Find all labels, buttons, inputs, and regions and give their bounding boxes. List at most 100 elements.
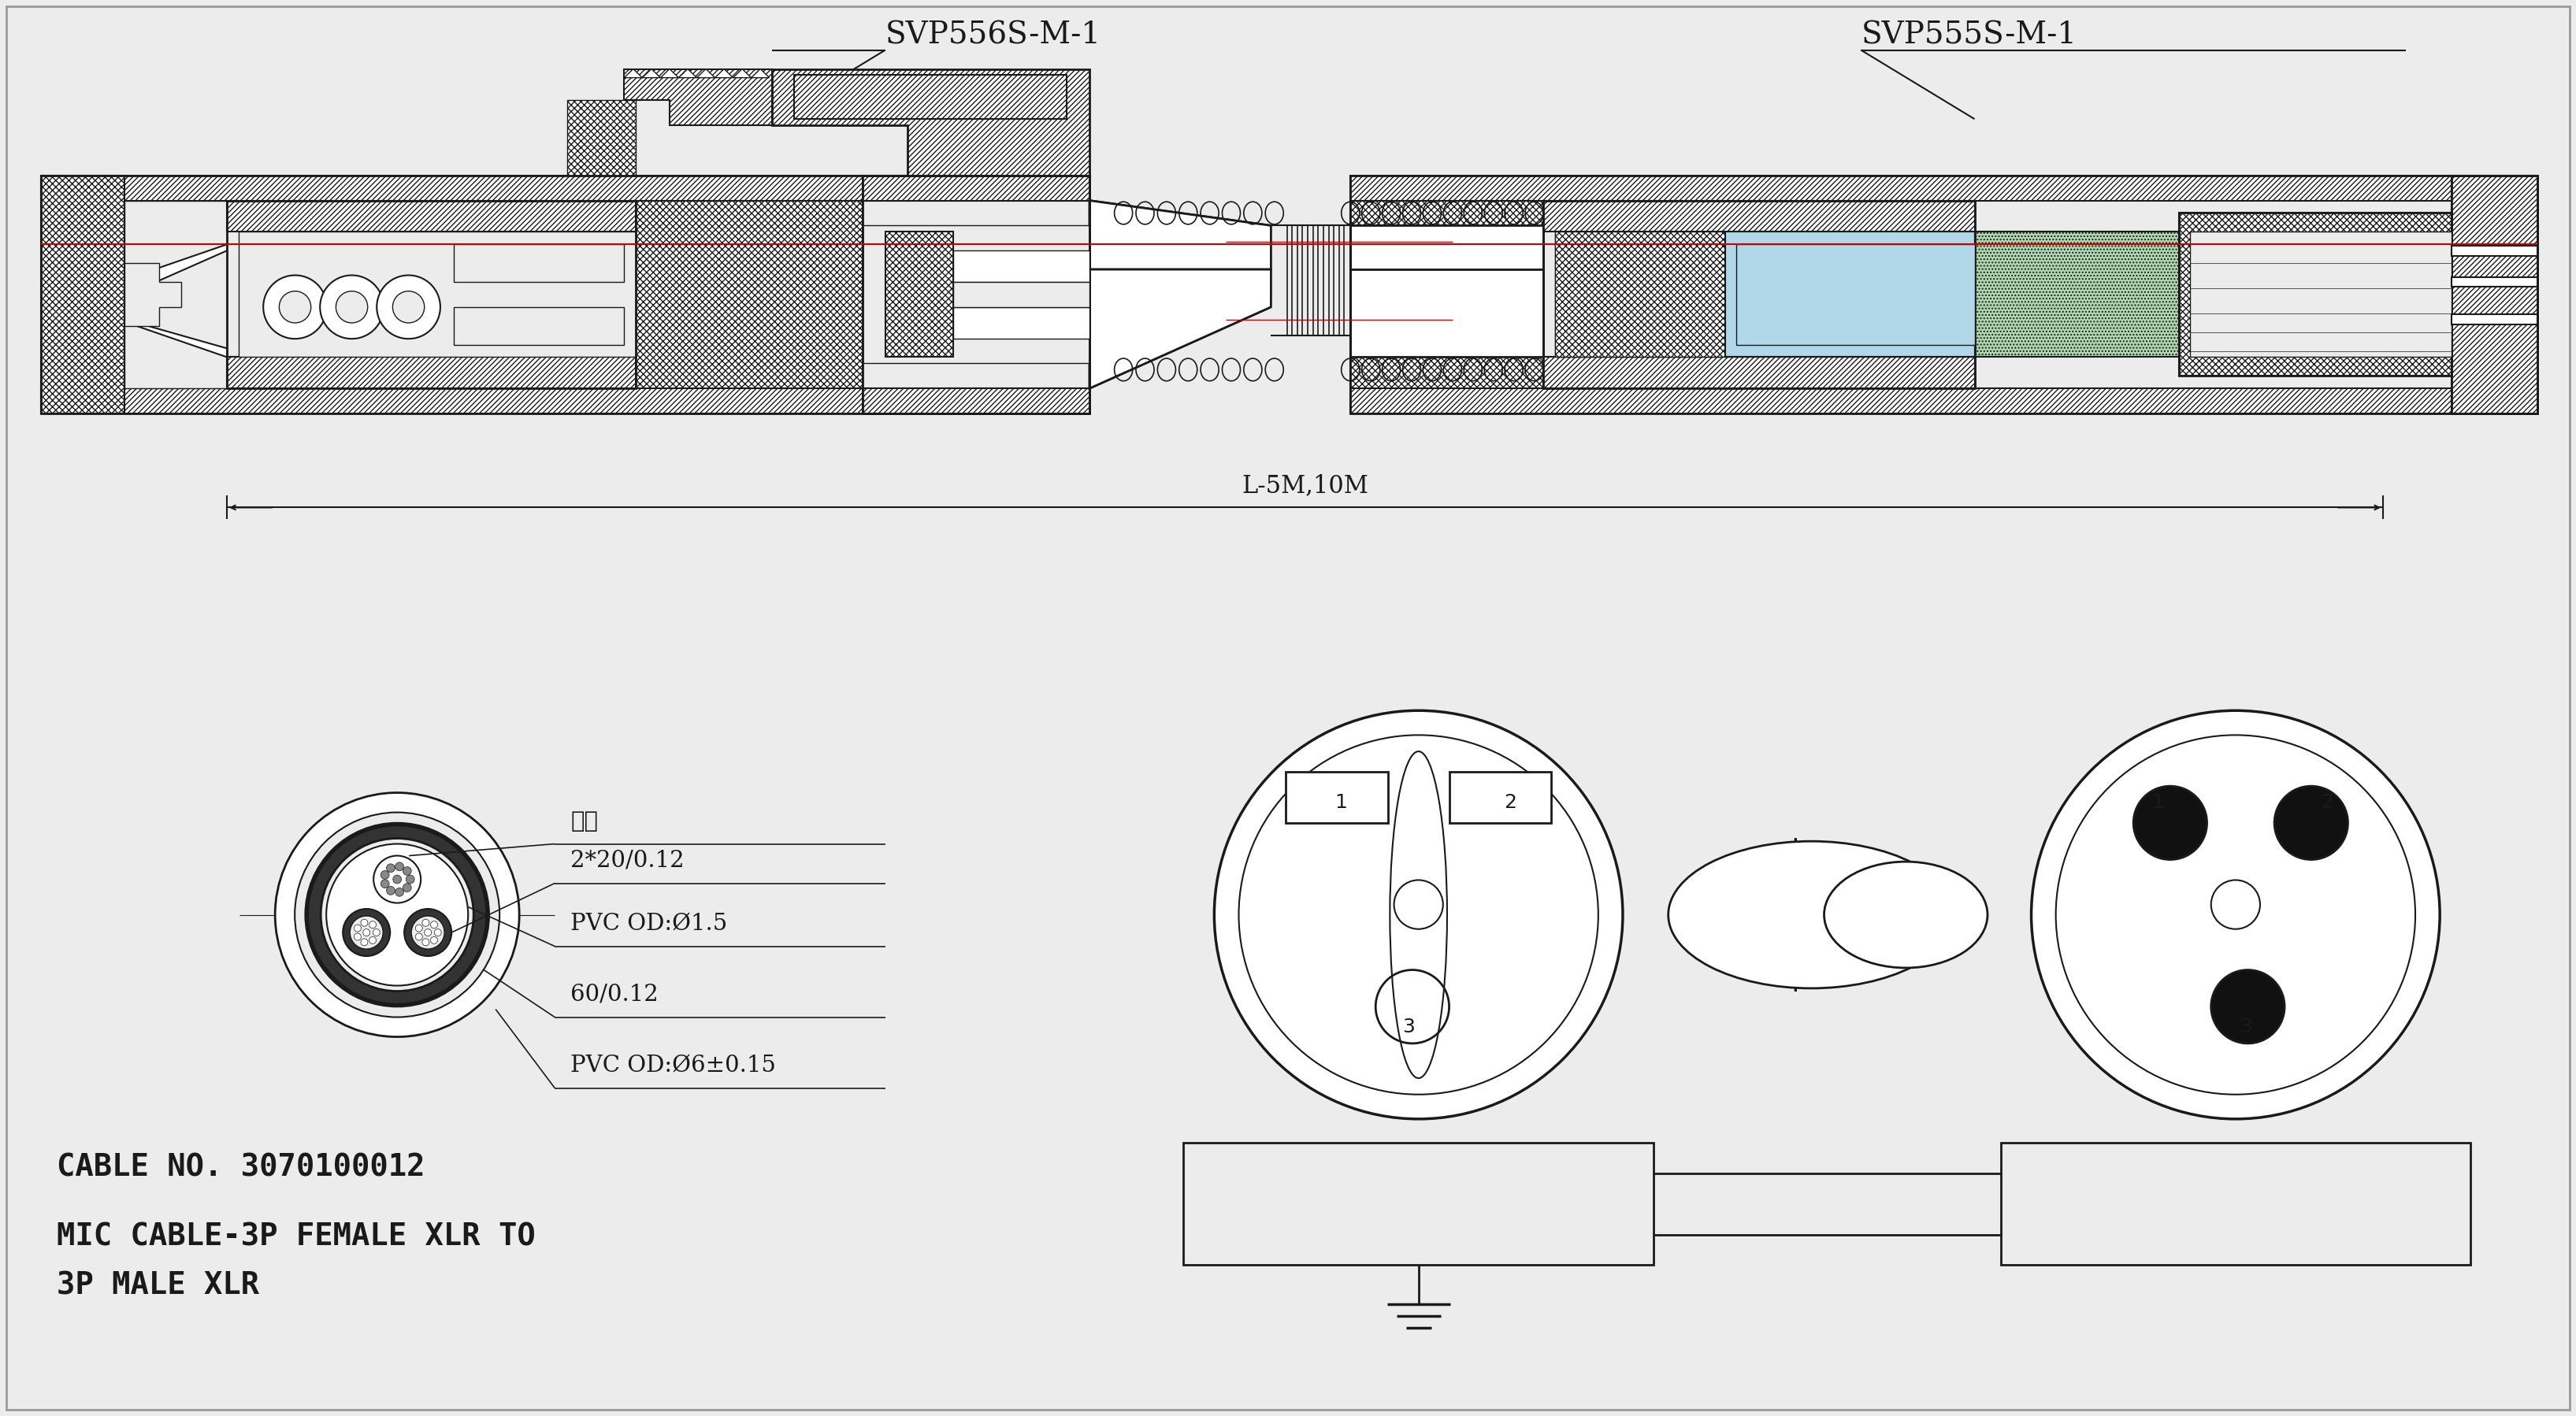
Circle shape	[263, 275, 327, 338]
Circle shape	[394, 888, 404, 896]
Bar	[953, 282, 1090, 307]
Text: 1: 1	[1334, 793, 1347, 811]
Bar	[1556, 232, 1976, 357]
Circle shape	[392, 292, 425, 323]
Bar	[453, 307, 623, 344]
Text: PVC OD:Ø1.5: PVC OD:Ø1.5	[569, 912, 726, 935]
Circle shape	[1213, 711, 1623, 1119]
Text: 60/0.12: 60/0.12	[569, 983, 659, 1005]
Polygon shape	[623, 69, 641, 78]
Text: 3: 3	[1401, 1018, 1414, 1037]
Circle shape	[368, 937, 376, 944]
Circle shape	[386, 864, 394, 872]
Text: CABLE NO. 3070100012: CABLE NO. 3070100012	[57, 1153, 425, 1182]
Polygon shape	[1090, 269, 1270, 388]
Polygon shape	[41, 176, 1090, 201]
Bar	[1182, 1143, 1654, 1264]
Circle shape	[368, 922, 376, 929]
Bar	[1450, 772, 1551, 823]
Circle shape	[394, 875, 402, 884]
Bar	[886, 232, 953, 357]
Circle shape	[404, 909, 451, 956]
Circle shape	[386, 886, 394, 895]
Bar	[2452, 245, 2537, 256]
Circle shape	[394, 862, 404, 871]
Bar	[41, 176, 1090, 413]
Text: SVP555S-M-1: SVP555S-M-1	[1860, 21, 2076, 50]
Polygon shape	[2179, 212, 2452, 375]
Text: 棉线: 棉线	[569, 810, 598, 833]
Polygon shape	[636, 201, 863, 388]
Polygon shape	[41, 176, 124, 413]
Text: 2: 2	[2321, 793, 2334, 811]
Polygon shape	[1090, 201, 1270, 269]
Circle shape	[422, 939, 430, 946]
Polygon shape	[2452, 176, 2537, 413]
Polygon shape	[1543, 357, 1976, 388]
Bar	[240, 232, 636, 357]
Bar	[2179, 212, 2452, 375]
Polygon shape	[567, 101, 636, 176]
Polygon shape	[1350, 269, 1543, 357]
Circle shape	[402, 867, 412, 875]
Circle shape	[374, 855, 420, 903]
Bar	[2002, 1143, 2470, 1264]
Bar	[2452, 314, 2537, 324]
Bar	[863, 176, 1090, 413]
Polygon shape	[1350, 388, 2537, 413]
Circle shape	[353, 933, 361, 940]
Polygon shape	[696, 69, 716, 78]
Circle shape	[363, 929, 371, 936]
Circle shape	[1394, 881, 1443, 929]
Polygon shape	[752, 69, 770, 78]
Circle shape	[376, 275, 440, 338]
Polygon shape	[41, 388, 1090, 413]
Circle shape	[319, 275, 384, 338]
Bar	[1270, 224, 1453, 336]
Polygon shape	[773, 69, 1090, 176]
Circle shape	[1376, 970, 1450, 1044]
Polygon shape	[1350, 176, 2537, 201]
Bar	[453, 245, 623, 282]
Circle shape	[435, 929, 440, 936]
Text: PVC OD:Ø6±0.15: PVC OD:Ø6±0.15	[569, 1054, 775, 1076]
Polygon shape	[863, 176, 1090, 201]
Bar	[1543, 201, 1976, 388]
Polygon shape	[137, 245, 227, 357]
Polygon shape	[793, 75, 1066, 119]
Circle shape	[343, 909, 389, 956]
Bar	[1976, 232, 2179, 357]
Circle shape	[2275, 786, 2347, 860]
Text: 3: 3	[2239, 1018, 2251, 1037]
Bar	[1285, 772, 1388, 823]
Text: 2*20/0.12: 2*20/0.12	[569, 850, 685, 871]
Circle shape	[276, 793, 520, 1037]
Polygon shape	[124, 263, 180, 326]
Circle shape	[2210, 881, 2259, 929]
Circle shape	[381, 871, 389, 879]
Circle shape	[415, 925, 422, 932]
Bar	[953, 307, 1090, 338]
Circle shape	[361, 919, 368, 926]
Polygon shape	[716, 69, 734, 78]
Circle shape	[2032, 711, 2439, 1119]
Polygon shape	[623, 69, 773, 125]
Circle shape	[374, 929, 379, 936]
Text: SVP556S-M-1: SVP556S-M-1	[886, 21, 1100, 50]
Polygon shape	[641, 69, 659, 78]
Ellipse shape	[1824, 862, 1989, 969]
Bar	[1736, 245, 1976, 344]
Circle shape	[412, 916, 446, 949]
Circle shape	[1239, 735, 1597, 1095]
Circle shape	[2056, 735, 2416, 1095]
Polygon shape	[677, 69, 696, 78]
Text: MIC CABLE-3P FEMALE XLR TO
3P MALE XLR: MIC CABLE-3P FEMALE XLR TO 3P MALE XLR	[57, 1222, 536, 1300]
Circle shape	[335, 292, 368, 323]
Circle shape	[381, 879, 389, 888]
Bar	[2452, 278, 2537, 287]
Bar	[124, 201, 623, 388]
Circle shape	[407, 875, 415, 884]
Circle shape	[278, 292, 312, 323]
Text: 2: 2	[1504, 793, 1517, 811]
Polygon shape	[2452, 176, 2537, 413]
